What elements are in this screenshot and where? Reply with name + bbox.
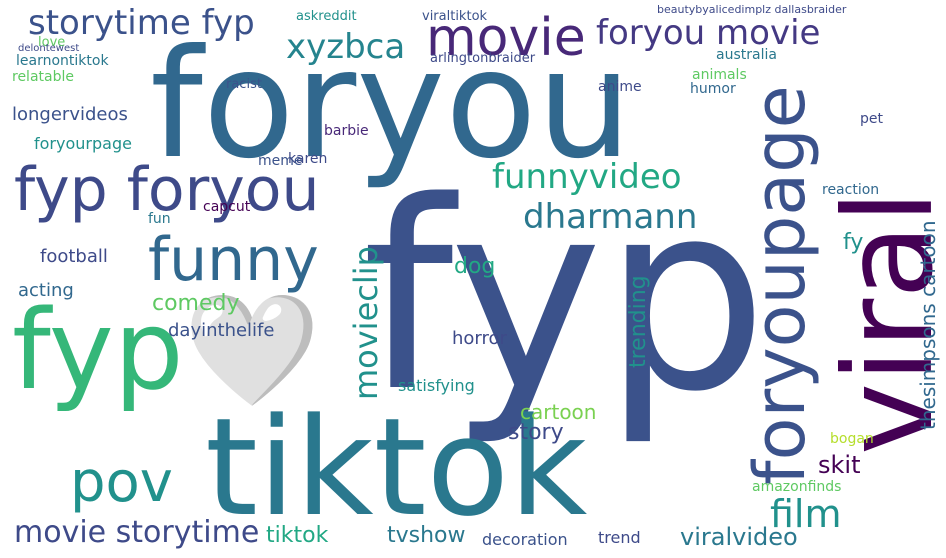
word: satisfying — [398, 376, 475, 395]
word: horror — [452, 328, 507, 349]
word: dayinthelife — [168, 320, 275, 341]
word: story — [508, 420, 564, 445]
word: trend — [598, 528, 641, 547]
word: thesimpsons cartoon — [916, 220, 940, 430]
word: viralvideo — [680, 523, 798, 551]
word: storytime fyp — [28, 3, 255, 43]
word: foryou — [150, 18, 632, 192]
word: racist — [226, 77, 262, 92]
word: fyp foryou — [14, 155, 320, 225]
word: askreddit — [296, 9, 357, 24]
word: fyp🤍 — [12, 286, 321, 414]
word: movie storytime — [14, 515, 260, 550]
word: dharmann — [523, 197, 698, 237]
word: foryourpage — [34, 134, 132, 153]
word: reaction — [822, 182, 880, 198]
word: foryoupage — [739, 85, 821, 485]
word: acting — [18, 280, 74, 301]
word: comedy — [152, 291, 240, 316]
word: viraltiktok — [422, 9, 488, 24]
word: australia — [716, 47, 777, 63]
word: funny — [148, 225, 319, 295]
word: animals — [692, 67, 747, 83]
word: funnyvideo — [492, 157, 682, 197]
word: pov — [70, 450, 173, 515]
word: love — [38, 35, 66, 50]
word: tiktok — [266, 523, 329, 548]
word: movie — [426, 8, 586, 68]
word: bogan — [830, 431, 874, 447]
word: tiktok — [205, 389, 588, 546]
word: arlingtonbraider — [430, 51, 536, 66]
word: anime — [598, 79, 642, 95]
word: foryou movie — [596, 13, 821, 53]
word: xyzbca — [286, 27, 406, 67]
word: skit — [818, 451, 861, 479]
word: dog — [454, 254, 496, 279]
word: beautybyalicedimplz dallasbraider — [657, 3, 847, 16]
word: pet — [860, 111, 883, 127]
word: relatable — [12, 69, 74, 85]
word: meme — [258, 153, 303, 169]
word: trending — [626, 275, 651, 368]
word: amazonfinds — [752, 479, 842, 495]
word: barbie — [324, 123, 369, 139]
word: fy — [843, 230, 864, 255]
word: movieclip — [347, 246, 385, 400]
word: decoration — [482, 530, 568, 549]
word: tvshow — [387, 523, 466, 548]
word: capcut — [203, 199, 251, 215]
word: cartoon — [520, 400, 597, 424]
word: fun — [148, 211, 171, 227]
word: fyp — [362, 147, 768, 449]
word: longervideos — [12, 104, 128, 125]
word: football — [40, 246, 108, 267]
word: learnontiktok — [16, 53, 109, 69]
word: humor — [690, 81, 736, 97]
word: delontewest — [18, 43, 80, 54]
word: karen — [288, 151, 328, 167]
word: film — [770, 492, 842, 536]
